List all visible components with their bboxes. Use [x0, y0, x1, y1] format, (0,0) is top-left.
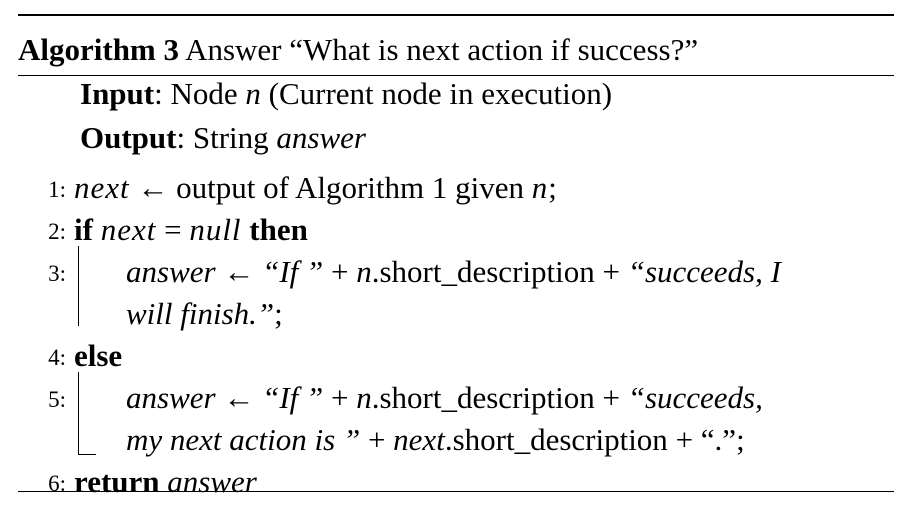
string-period: “.” [700, 422, 737, 457]
input-var: n [245, 76, 261, 111]
line-number-5: 5: [48, 387, 66, 412]
plus-sign: + [323, 254, 357, 289]
string-will-finish: will finish.” [126, 296, 275, 331]
var-answer: answer [126, 380, 216, 415]
algorithm-line-3: answer ← “If ” + n.short_description + “… [126, 254, 781, 290]
algorithm-block: Algorithm 3 Answer “What is next action … [18, 14, 894, 499]
else-block-end [78, 454, 96, 455]
output-line: Output: String answer [80, 120, 366, 156]
var-next: next [393, 422, 445, 457]
caption-rule [18, 75, 894, 76]
bottom-rule [18, 491, 894, 492]
line-number-1: 1: [48, 177, 66, 202]
var-answer: answer [167, 464, 257, 499]
keyword-if: if [74, 212, 93, 247]
var-n: n [356, 380, 372, 415]
var-n: n [531, 170, 549, 205]
output-var: answer [276, 120, 366, 155]
output-label: Output [80, 120, 177, 155]
assign-arrow: ← [215, 380, 263, 415]
assign-arrow: ← [129, 170, 177, 205]
keyword-return: return [74, 464, 160, 499]
var-next: next [74, 170, 130, 205]
else-block-bar [78, 372, 79, 454]
input-desc: (Current node in execution) [260, 76, 613, 111]
plus-sign: + [667, 422, 701, 457]
plus-sign: + [594, 380, 628, 415]
line-number-3: 3: [48, 261, 66, 286]
keyword-else: else [74, 338, 123, 373]
line-3-end: ; [274, 296, 283, 331]
line-1-text: output of Algorithm 1 given [176, 170, 532, 205]
output-text: : String [176, 120, 277, 155]
assign-arrow: ← [215, 254, 263, 289]
line-5-end: ; [736, 422, 745, 457]
algorithm-line-1: next ← output of Algorithm 1 given n; [74, 170, 557, 206]
attr-short-description: .short_description [371, 380, 595, 415]
keyword-then: then [249, 212, 308, 247]
attr-short-description: .short_description [371, 254, 595, 289]
null-literal: null [189, 212, 242, 247]
equals-sign: = [156, 212, 190, 247]
plus-sign: + [594, 254, 628, 289]
algorithm-caption: Algorithm 3 Answer “What is next action … [18, 32, 698, 68]
top-rule [18, 14, 894, 16]
if-block-bar [78, 246, 79, 326]
algorithm-line-6: return answer [74, 464, 257, 500]
line-number-4: 4: [48, 345, 66, 370]
algorithm-title: Answer “What is next action if success?” [185, 32, 699, 67]
algorithm-line-4: else [74, 338, 122, 374]
line-number-2: 2: [48, 219, 66, 244]
string-next-action: my next action is ” [126, 422, 361, 457]
string-succeeds: “succeeds, [627, 380, 763, 415]
var-answer: answer [126, 254, 216, 289]
input-label: Input [80, 76, 155, 111]
input-text: : Node [154, 76, 246, 111]
algorithm-line-5: answer ← “If ” + n.short_description + “… [126, 380, 763, 416]
string-if: “If ” [262, 254, 324, 289]
string-succeeds: “succeeds, I [627, 254, 781, 289]
var-next: next [100, 212, 157, 247]
var-n: n [356, 254, 372, 289]
input-line: Input: Node n (Current node in execution… [80, 76, 612, 112]
algorithm-line-2: if next = null then [74, 212, 308, 248]
string-if: “If ” [262, 380, 324, 415]
line-number-6: 6: [48, 471, 66, 496]
attr-short-description: .short_description [444, 422, 668, 457]
line-1-end: ; [548, 170, 557, 205]
plus-sign: + [323, 380, 357, 415]
algorithm-line-5-cont: my next action is ” + next.short_descrip… [126, 422, 745, 458]
algorithm-label: Algorithm 3 [18, 32, 180, 67]
plus-sign: + [360, 422, 394, 457]
algorithm-line-3-cont: will finish.”; [126, 296, 283, 332]
